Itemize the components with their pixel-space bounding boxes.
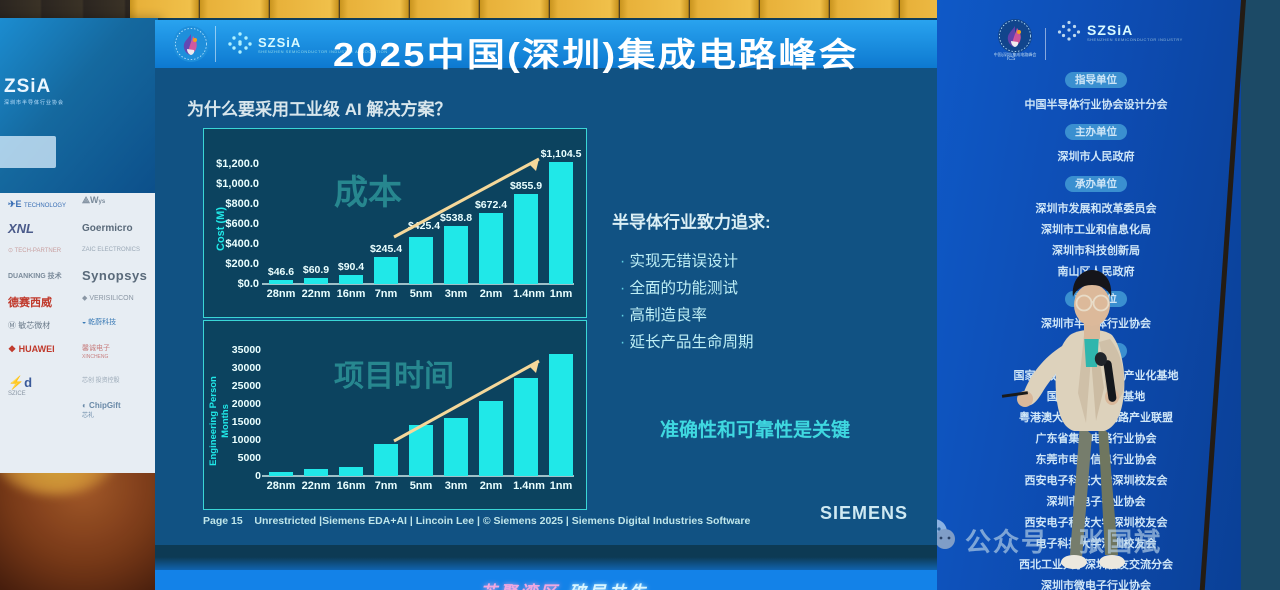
svg-text:22nm: 22nm	[302, 480, 331, 492]
svg-text:$538.8: $538.8	[440, 212, 472, 224]
svg-text:5000: 5000	[238, 452, 262, 464]
svg-text:28nm: 28nm	[267, 480, 296, 492]
svg-text:28nm: 28nm	[267, 288, 296, 300]
svg-text:$855.9: $855.9	[510, 180, 542, 192]
svg-text:2nm: 2nm	[480, 288, 503, 300]
svg-text:$1,104.5: $1,104.5	[541, 148, 582, 160]
svg-text:1nm: 1nm	[550, 480, 573, 492]
svg-text:1nm: 1nm	[550, 288, 573, 300]
svg-text:0: 0	[255, 470, 261, 482]
svg-text:$1,200.0: $1,200.0	[216, 158, 259, 170]
svg-text:项目时间: 项目时间	[334, 360, 454, 393]
svg-text:5nm: 5nm	[410, 480, 433, 492]
svg-text:$800.0: $800.0	[225, 198, 259, 210]
svg-text:$1,000.0: $1,000.0	[216, 178, 259, 190]
svg-text:成本: 成本	[334, 174, 402, 212]
svg-text:1.4nm: 1.4nm	[513, 480, 545, 492]
svg-text:15000: 15000	[232, 416, 261, 428]
svg-text:Engineering Person: Engineering Person	[208, 376, 219, 466]
svg-text:22nm: 22nm	[302, 288, 331, 300]
svg-text:$400.0: $400.0	[225, 238, 259, 250]
svg-text:Cost (M): Cost (M)	[215, 207, 227, 251]
svg-text:16nm: 16nm	[337, 480, 366, 492]
svg-text:16nm: 16nm	[337, 288, 366, 300]
svg-text:$90.4: $90.4	[338, 261, 364, 273]
svg-text:3nm: 3nm	[445, 288, 468, 300]
svg-text:20000: 20000	[232, 398, 261, 410]
svg-text:7nm: 7nm	[375, 480, 398, 492]
svg-text:$600.0: $600.0	[225, 218, 259, 230]
svg-text:10000: 10000	[232, 434, 261, 446]
svg-text:1.4nm: 1.4nm	[513, 288, 545, 300]
svg-text:Months: Months	[220, 404, 231, 438]
svg-text:$60.9: $60.9	[303, 264, 329, 276]
svg-text:5nm: 5nm	[410, 288, 433, 300]
svg-text:$672.4: $672.4	[475, 199, 507, 211]
svg-text:2nm: 2nm	[480, 480, 503, 492]
svg-text:3nm: 3nm	[445, 480, 468, 492]
svg-text:30000: 30000	[232, 362, 261, 374]
svg-text:$245.4: $245.4	[370, 243, 402, 255]
svg-text:$200.0: $200.0	[225, 258, 259, 270]
svg-text:35000: 35000	[232, 344, 261, 356]
svg-text:25000: 25000	[232, 380, 261, 392]
svg-text:$46.6: $46.6	[268, 266, 294, 278]
svg-text:$0.0: $0.0	[238, 278, 259, 290]
svg-text:7nm: 7nm	[375, 288, 398, 300]
